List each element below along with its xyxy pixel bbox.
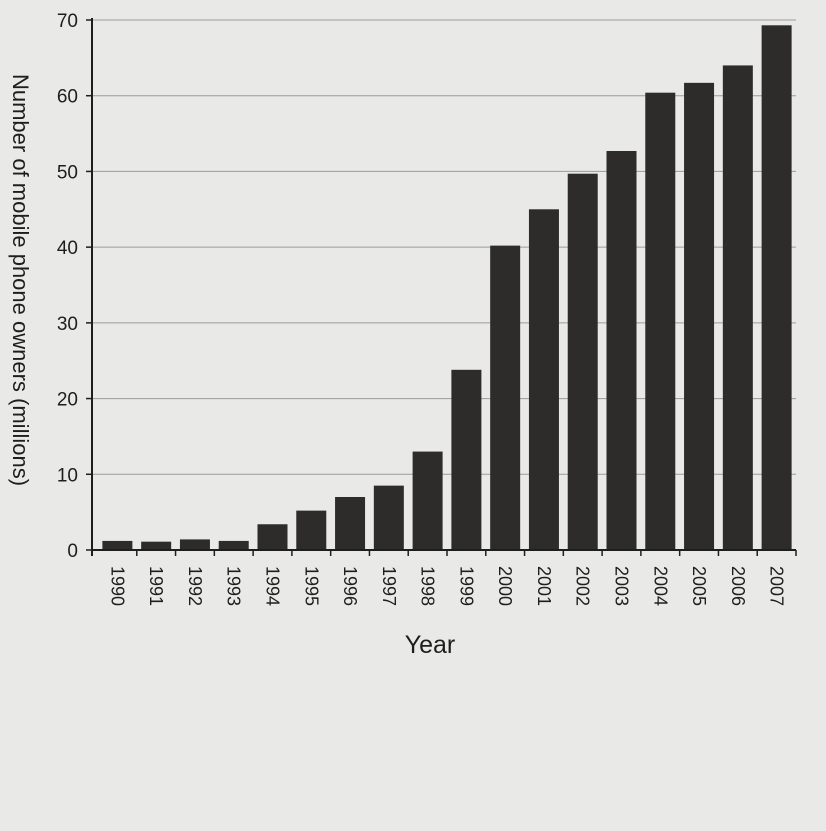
bar-2000: [490, 245, 521, 550]
bar-2006: [722, 65, 753, 550]
bar-1998: [412, 451, 443, 550]
bar-1994: [257, 524, 288, 550]
y-tick-labels: 0 10 20 30 40 50 60 70: [57, 11, 92, 562]
y-tick-label-30: 30: [57, 314, 78, 335]
x-tick-label-1998: 1998: [418, 566, 438, 606]
bar-1991: [141, 541, 172, 550]
y-tick-label-50: 50: [57, 162, 78, 183]
x-tick-label-2001: 2001: [534, 566, 554, 606]
x-tick-label-2002: 2002: [573, 566, 593, 606]
bar-1995: [296, 510, 327, 550]
bar-2003: [606, 150, 637, 550]
x-tick-label-1996: 1996: [340, 566, 360, 606]
bar-2005: [684, 82, 715, 550]
bar-2004: [645, 92, 676, 550]
bar-1992: [179, 539, 210, 550]
x-tick-label-1991: 1991: [146, 566, 166, 606]
x-tick-label-2005: 2005: [689, 566, 709, 606]
bar-1997: [373, 485, 404, 550]
x-tick-label-1993: 1993: [224, 566, 244, 606]
x-tick-label-2006: 2006: [728, 566, 748, 606]
bars: [102, 25, 792, 551]
x-tick-label-2007: 2007: [767, 566, 787, 606]
y-tick-label-0: 0: [67, 541, 78, 562]
bar-2002: [567, 173, 598, 550]
y-tick-label-10: 10: [57, 465, 78, 486]
gridlines: [92, 19, 796, 475]
x-tick-labels: 1990 1991 1992 1993 1994 1995 1996 1997 1998 1999…: [107, 550, 797, 606]
x-tick-label-1994: 1994: [263, 566, 283, 606]
x-tick-label-2000: 2000: [495, 566, 515, 606]
y-tick-label-20: 20: [57, 390, 78, 411]
x-tick-label-1995: 1995: [301, 566, 321, 606]
x-tick-label-1990: 1990: [107, 566, 127, 606]
bar-2007: [761, 25, 792, 551]
y-tick-label-40: 40: [57, 238, 78, 259]
x-tick-label-1997: 1997: [379, 566, 399, 606]
x-tick-label-2004: 2004: [650, 566, 670, 606]
y-tick-label-60: 60: [57, 87, 78, 108]
y-tick-label-70: 70: [57, 11, 78, 32]
bar-1993: [218, 540, 249, 550]
bar-1999: [451, 369, 482, 550]
bar-1990: [102, 540, 133, 550]
bar-2001: [528, 209, 559, 551]
bar-1996: [335, 497, 366, 550]
x-tick-label-2003: 2003: [612, 566, 632, 606]
x-axis-title: Year: [405, 631, 456, 659]
x-tick-label-1999: 1999: [456, 566, 476, 606]
x-tick-label-1992: 1992: [185, 566, 205, 606]
axes: [91, 18, 796, 556]
y-axis-title: Number of mobile phone owners (millions): [8, 74, 33, 486]
